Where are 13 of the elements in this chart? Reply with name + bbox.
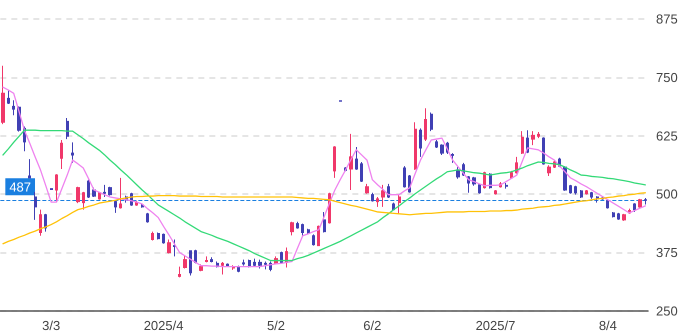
x-tick-label: 3/3 <box>42 318 60 333</box>
y-tick-label: 625 <box>656 128 678 144</box>
x-tick-label: 6/2 <box>363 318 382 333</box>
x-tick-label: 8/4 <box>598 318 617 333</box>
y-tick-label: 375 <box>656 245 678 260</box>
x-tick-label: 5/2 <box>266 318 286 333</box>
ref-line-label: 487 <box>9 179 32 194</box>
y-tick-label: 875 <box>656 12 678 26</box>
y-tick-label: 750 <box>656 70 678 85</box>
y-tick-label: 250 <box>656 304 678 318</box>
y-tick-label: 500 <box>656 186 678 202</box>
x-tick-label: 2025/7 <box>476 318 516 333</box>
x-tick-label: 2025/4 <box>144 318 184 333</box>
